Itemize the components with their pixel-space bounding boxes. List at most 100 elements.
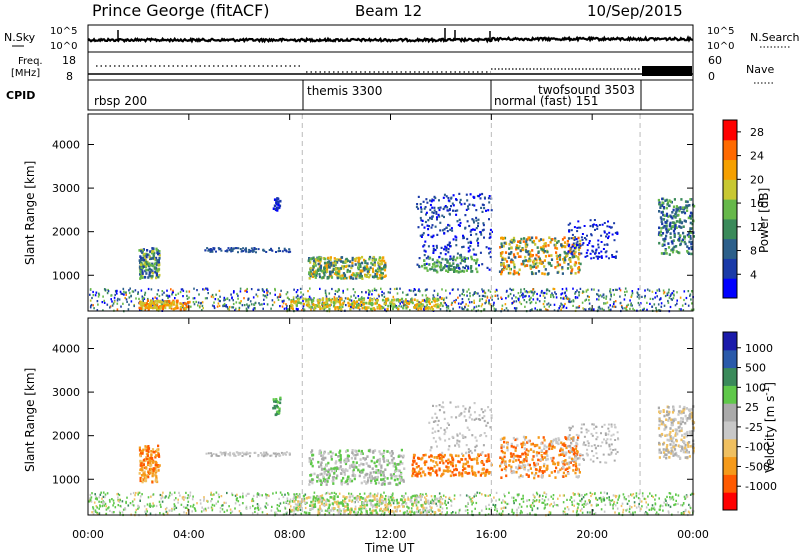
echo-cell bbox=[255, 248, 258, 251]
echo-cell bbox=[399, 479, 402, 483]
echo-cell bbox=[445, 249, 448, 252]
echo-cell bbox=[391, 452, 394, 455]
echo-cell bbox=[245, 505, 248, 508]
echo-cell bbox=[360, 513, 363, 516]
echo-cell bbox=[655, 511, 658, 514]
echo-cell bbox=[683, 235, 686, 238]
echo-cell bbox=[146, 452, 149, 456]
echo-cell bbox=[452, 238, 455, 241]
echo-cell bbox=[447, 196, 450, 200]
echo-cell bbox=[403, 467, 406, 470]
echo-cell bbox=[317, 301, 320, 304]
echo-cell bbox=[329, 492, 332, 495]
echo-cell bbox=[413, 459, 416, 463]
echo-cell bbox=[361, 291, 363, 294]
echo-cell bbox=[279, 199, 282, 203]
echo-cell bbox=[537, 250, 540, 253]
echo-cell bbox=[300, 512, 303, 515]
echo-cell bbox=[409, 309, 411, 312]
echo-cell bbox=[587, 288, 589, 291]
echo-cell bbox=[622, 508, 625, 511]
echo-cell bbox=[671, 292, 673, 295]
echo-cell bbox=[447, 248, 450, 251]
echo-cell bbox=[313, 307, 316, 311]
echo-cell bbox=[658, 289, 661, 292]
cpid-rbsp: rbsp 200 bbox=[94, 94, 147, 108]
echo-cell bbox=[313, 506, 315, 509]
echo-cell bbox=[283, 307, 286, 310]
echo-cell bbox=[636, 291, 639, 294]
echo-cell bbox=[338, 306, 341, 309]
echo-cell bbox=[336, 272, 339, 275]
echo-cell bbox=[334, 293, 336, 296]
echo-cell bbox=[628, 507, 631, 510]
echo-cell bbox=[505, 297, 507, 300]
echo-cell bbox=[597, 239, 600, 242]
echo-cell bbox=[93, 307, 95, 310]
echo-cell bbox=[378, 460, 381, 463]
echo-cell bbox=[148, 256, 151, 259]
echo-cell bbox=[462, 290, 465, 293]
echo-cell bbox=[618, 512, 621, 515]
echo-cell bbox=[211, 293, 214, 297]
echo-cell bbox=[323, 472, 326, 475]
echo-cell bbox=[583, 237, 586, 239]
echo-cell bbox=[203, 288, 206, 291]
echo-cell bbox=[436, 233, 439, 236]
echo-cell bbox=[520, 497, 523, 501]
echo-cell bbox=[168, 303, 171, 307]
echo-cell bbox=[383, 268, 387, 272]
echo-cell bbox=[475, 233, 478, 236]
echo-cell bbox=[192, 503, 195, 506]
echo-cell bbox=[501, 307, 503, 310]
echo-cell bbox=[470, 498, 472, 501]
echo-cell bbox=[157, 268, 161, 271]
echo-cell bbox=[671, 298, 673, 301]
echo-cell bbox=[505, 260, 509, 263]
echo-cell bbox=[377, 469, 380, 472]
echo-cell bbox=[539, 246, 542, 249]
echo-cell bbox=[478, 264, 480, 267]
echo-cell bbox=[378, 450, 381, 453]
echo-cell bbox=[430, 305, 433, 309]
echo-cell bbox=[561, 303, 563, 306]
echo-cell bbox=[605, 255, 608, 258]
echo-cell bbox=[533, 292, 535, 295]
echo-cell bbox=[273, 301, 276, 304]
echo-cell bbox=[455, 266, 458, 269]
echo-cell bbox=[527, 253, 530, 256]
echo-cell bbox=[319, 479, 322, 483]
echo-cell bbox=[310, 451, 313, 454]
echo-cell bbox=[290, 505, 292, 508]
echo-cell bbox=[151, 461, 154, 464]
echo-cell bbox=[652, 297, 654, 301]
echo-cell bbox=[450, 303, 453, 306]
echo-cell bbox=[584, 493, 586, 497]
echo-cell bbox=[476, 237, 479, 240]
echo-cell bbox=[689, 198, 692, 201]
echo-cell bbox=[575, 306, 578, 309]
echo-cell bbox=[508, 252, 511, 256]
echo-cell bbox=[517, 299, 520, 302]
echo-cell bbox=[570, 237, 573, 240]
echo-cell bbox=[484, 454, 487, 457]
echo-cell bbox=[234, 507, 236, 510]
echo-cell bbox=[606, 497, 608, 500]
echo-cell bbox=[510, 246, 513, 250]
echo-cell bbox=[446, 230, 449, 233]
echo-cell bbox=[539, 494, 541, 497]
echo-cell bbox=[521, 511, 523, 514]
echo-cell bbox=[454, 209, 457, 212]
echo-cell bbox=[139, 451, 143, 455]
echo-cell bbox=[337, 258, 340, 261]
echo-cell bbox=[354, 505, 357, 508]
echo-cell bbox=[589, 307, 591, 310]
echo-cell bbox=[419, 290, 421, 293]
echo-cell bbox=[432, 247, 435, 250]
echo-cell bbox=[626, 309, 628, 312]
echo-cell bbox=[502, 263, 505, 267]
echo-cell bbox=[406, 293, 409, 296]
echo-cell bbox=[684, 302, 687, 305]
echo-cell bbox=[156, 268, 159, 271]
echo-cell bbox=[411, 301, 414, 305]
